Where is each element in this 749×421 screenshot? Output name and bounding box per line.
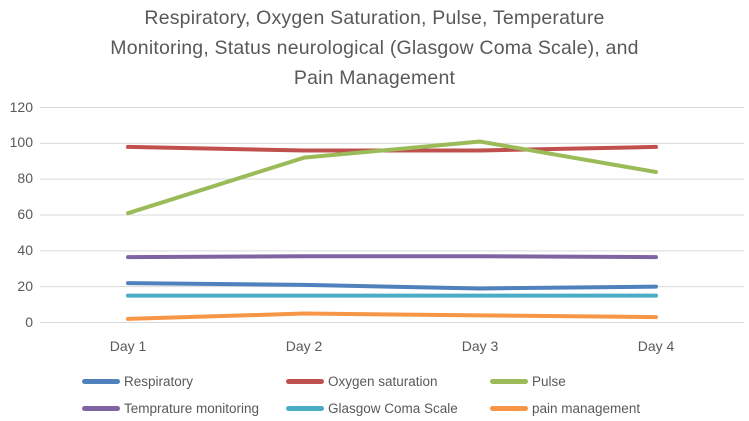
y-tick-label: 80 xyxy=(17,170,33,187)
series-line-pain-management xyxy=(126,311,658,321)
y-axis: 0 20 40 60 80 100 120 xyxy=(0,0,33,421)
series-line-respiratory xyxy=(126,281,658,291)
chart-title-line-2: Monitoring, Status neurological (Glasgow… xyxy=(110,37,639,59)
y-tick-label: 0 xyxy=(25,313,33,330)
chart-title-line-1: Respiratory, Oxygen Saturation, Pulse, T… xyxy=(144,7,605,29)
series-line-temprature-monitoring xyxy=(126,254,658,260)
y-tick-label: 120 xyxy=(9,98,33,115)
y-tick-label: 60 xyxy=(17,206,33,222)
y-tick-label: 40 xyxy=(17,241,33,258)
y-tick-label: 100 xyxy=(9,134,33,151)
chart-title-line-3: Pain Management xyxy=(293,67,456,89)
y-tick-label: 20 xyxy=(17,277,33,294)
chart-title: Respiratory, Oxygen Saturation, Pulse, T… xyxy=(0,3,749,93)
series-line-pulse xyxy=(126,139,658,216)
